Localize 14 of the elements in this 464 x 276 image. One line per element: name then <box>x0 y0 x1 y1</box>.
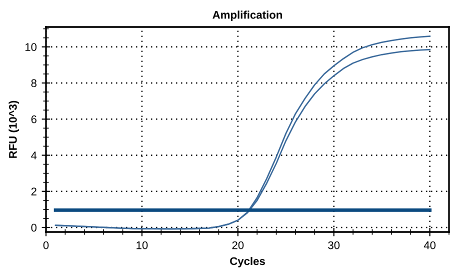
y-tick-label: 6 <box>31 115 36 124</box>
y-tick-label: 0 <box>31 224 37 232</box>
x-tick-label: 10 <box>136 241 148 250</box>
y-tick-label: 10 <box>25 43 37 52</box>
x-tick-label: 20 <box>232 241 244 250</box>
x-tick-label: 30 <box>328 241 340 250</box>
y-tick-label: 2 <box>31 188 36 196</box>
y-tick-label: 8 <box>31 79 36 88</box>
x-tick-label: 0 <box>43 241 49 250</box>
y-axis-title: RFU (10^3) <box>8 100 20 158</box>
y-tick-label: 4 <box>31 152 37 160</box>
x-tick-label: 40 <box>424 241 436 250</box>
chart-title: Amplification <box>212 10 282 21</box>
x-axis-title: Cycles <box>230 256 265 268</box>
